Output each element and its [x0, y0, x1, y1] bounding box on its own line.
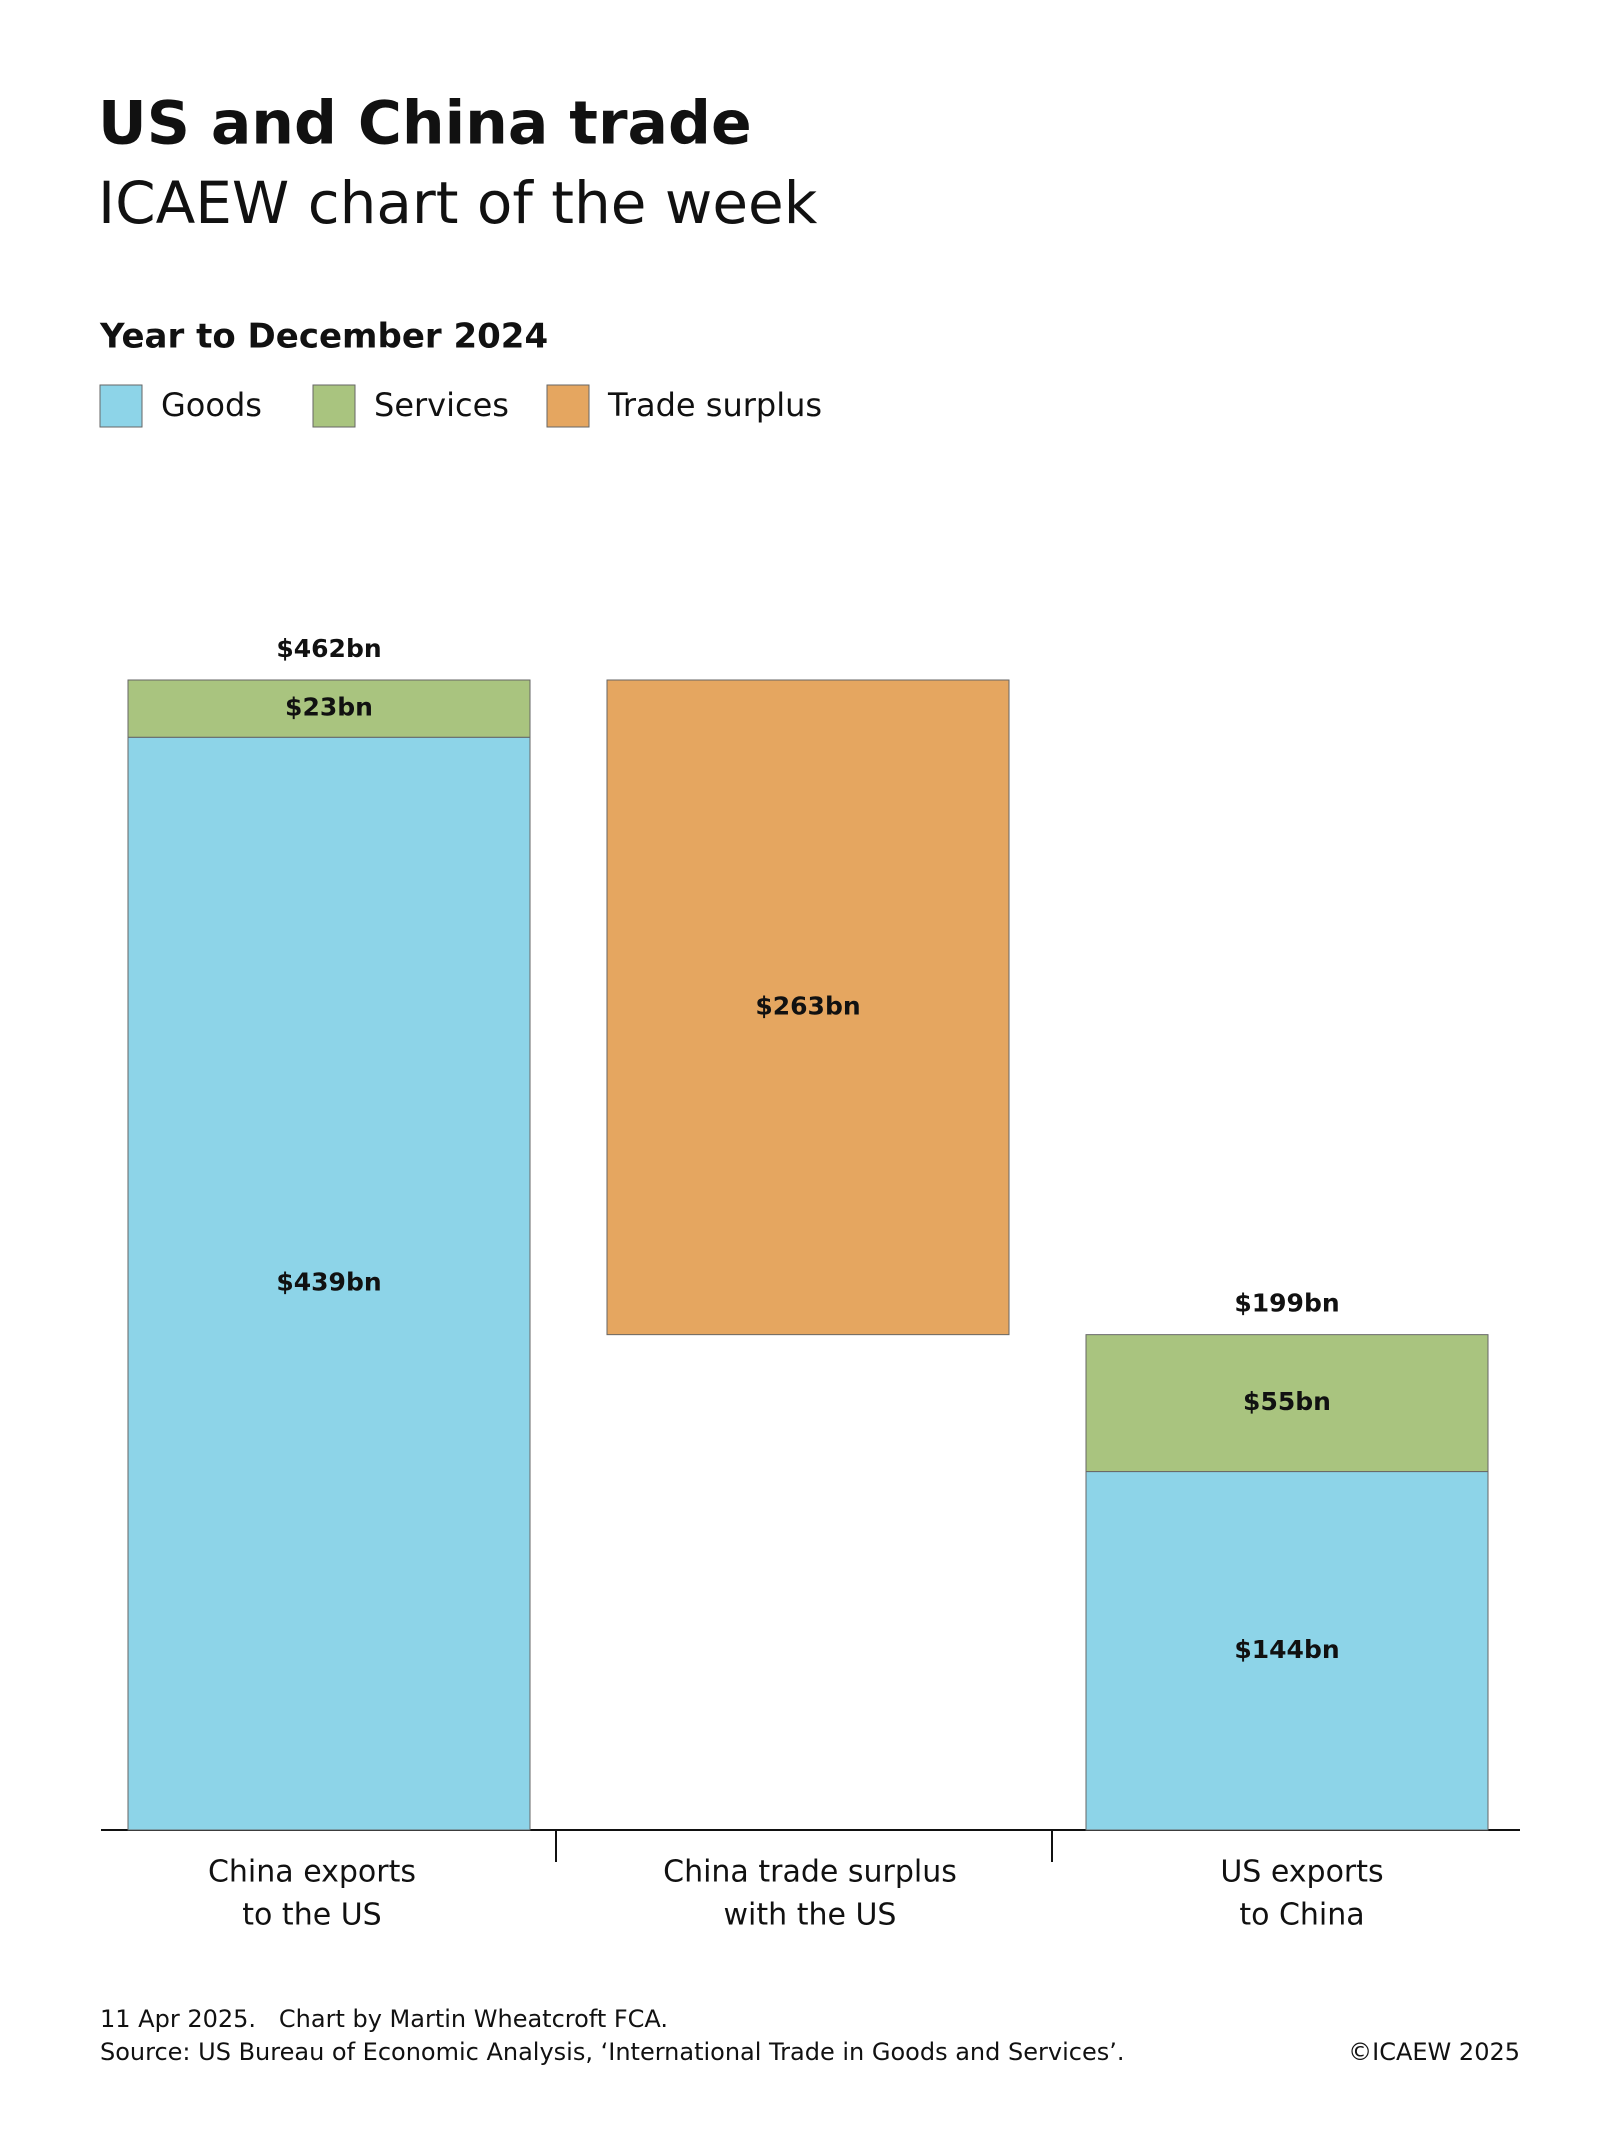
- bar-segment: [606, 679, 1010, 1336]
- value-label: $144bn: [1234, 1635, 1339, 1664]
- value-label: $439bn: [276, 1268, 381, 1297]
- bar-segment: [127, 736, 531, 1831]
- total-label: $199bn: [1234, 1289, 1339, 1318]
- chart-subtitle: ICAEW chart of the week: [98, 169, 818, 237]
- x-tick-label: China exports: [208, 1855, 416, 1890]
- legend-swatch: [312, 384, 356, 428]
- bar-segment: [1085, 1471, 1489, 1831]
- x-tick-label: to the US: [242, 1898, 381, 1933]
- total-label: $462bn: [276, 634, 381, 663]
- credit: 11 Apr 2025. Chart by Martin Wheatcroft …: [100, 2005, 668, 2033]
- bar-segment: [127, 679, 531, 738]
- x-tick-label: US exports: [1220, 1855, 1383, 1890]
- legend-label: Goods: [161, 386, 262, 424]
- source: Source: US Bureau of Economic Analysis, …: [100, 2038, 1124, 2066]
- value-label: $55bn: [1243, 1387, 1331, 1416]
- value-label: $23bn: [285, 693, 373, 722]
- x-tick-label: China trade surplus: [663, 1855, 957, 1890]
- x-tick-label: with the US: [724, 1898, 897, 1933]
- bar-segment: [1085, 1334, 1489, 1473]
- legend-swatch: [99, 384, 143, 428]
- chart-title: US and China trade: [98, 89, 752, 159]
- period-label: Year to December 2024: [99, 317, 548, 357]
- value-label: $263bn: [755, 991, 860, 1020]
- copyright: ©ICAEW 2025: [1348, 2038, 1520, 2066]
- x-tick-label: to China: [1239, 1898, 1364, 1933]
- legend-swatch: [546, 384, 590, 428]
- legend-label: Trade surplus: [607, 386, 822, 424]
- legend-label: Services: [374, 386, 509, 424]
